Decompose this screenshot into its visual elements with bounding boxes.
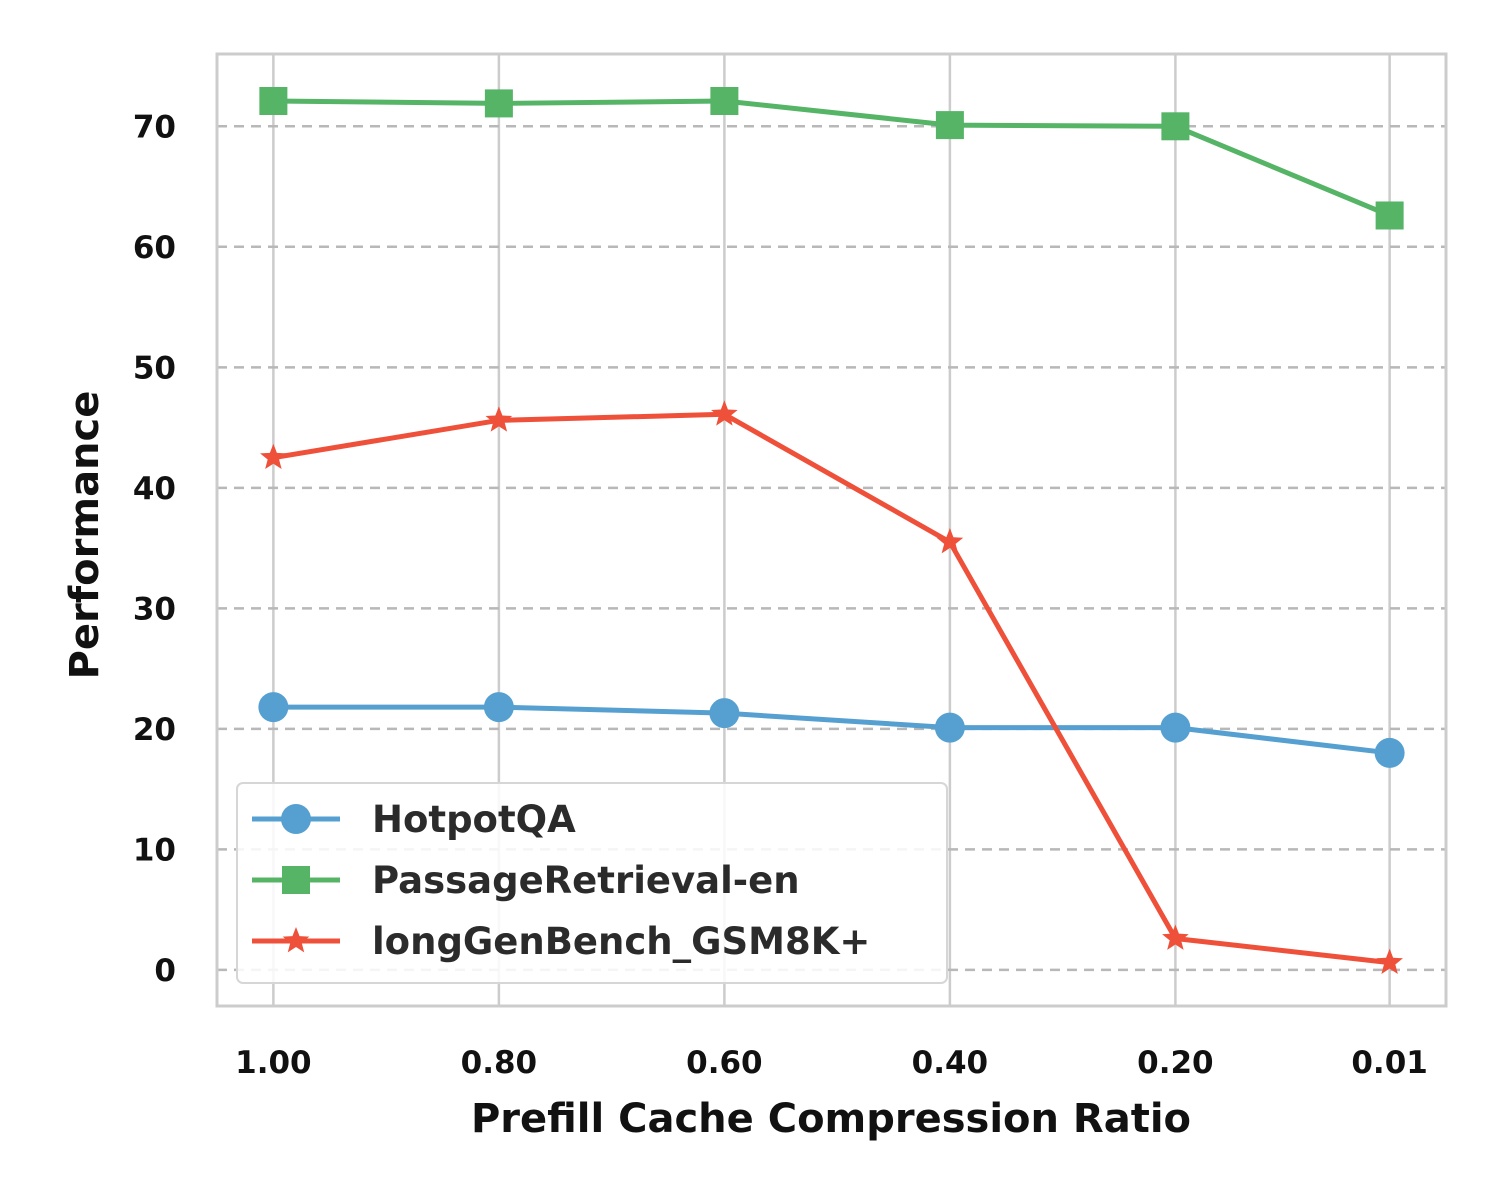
x-tick-label: 1.00: [235, 1045, 312, 1081]
data-point: [935, 111, 964, 140]
legend-label: PassageRetrieval-en: [372, 859, 800, 902]
x-tick-labels: 1.00 0.80 0.60 0.40 0.20 0.01: [235, 1045, 1428, 1081]
legend-entry: HotpotQA: [252, 798, 576, 841]
y-tick-label: 10: [133, 832, 176, 868]
data-point: [709, 698, 740, 729]
series-passageretrieval-en: [259, 86, 1404, 230]
series-line: [273, 704, 1390, 756]
data-point: [710, 86, 739, 115]
data-point: [260, 443, 287, 470]
legend-entry: longGenBench_GSM8K+: [252, 920, 870, 963]
plot-frame: [215, 52, 1448, 1008]
data-point: [485, 406, 513, 432]
legend: HotpotQA PassageRetrieval-en longGenBench_…: [236, 782, 948, 984]
legend-box: [236, 782, 948, 984]
y-tick-label: 30: [133, 591, 176, 627]
legend-entry: PassageRetrieval-en: [252, 859, 800, 902]
y-tick-label: 60: [133, 230, 176, 266]
data-point: [1374, 737, 1405, 768]
series-line: [272, 411, 1390, 966]
y-tick-labels: 0 10 20 30 40 50 60 70: [133, 109, 176, 989]
legend-label: longGenBench_GSM8K+: [372, 920, 870, 963]
series-hotpotqa: [258, 692, 1405, 768]
x-tick-label: 0.01: [1351, 1045, 1428, 1081]
y-tick-label: 50: [133, 350, 176, 386]
x-tick-label: 0.60: [686, 1045, 763, 1081]
data-point: [934, 712, 965, 743]
data-point: [484, 89, 513, 118]
series-longgenbench-gsm8k-: [260, 400, 1403, 974]
data-point: [1376, 948, 1403, 974]
data-point: [483, 692, 514, 723]
data-point: [936, 528, 964, 554]
series-layer: [258, 86, 1405, 974]
series-line: [273, 98, 1391, 218]
y-tick-label: 70: [133, 109, 176, 145]
legend-marker: [282, 927, 310, 953]
data-point: [1161, 112, 1190, 141]
data-point: [259, 86, 288, 115]
data-point: [711, 400, 738, 426]
y-tick-label: 40: [133, 471, 176, 507]
legend-label: HotpotQA: [372, 798, 576, 841]
x-axis-title: Prefill Cache Compression Ratio: [471, 1096, 1191, 1142]
x-tick-label: 0.40: [912, 1045, 989, 1081]
x-tick-label: 0.80: [461, 1045, 538, 1081]
data-point: [258, 692, 289, 723]
y-tick-label: 20: [133, 712, 176, 748]
legend-marker: [282, 866, 310, 894]
y-tick-label: 0: [154, 953, 176, 989]
data-point: [1162, 924, 1189, 950]
legend-entries: HotpotQA PassageRetrieval-en longGenBench_…: [252, 798, 870, 963]
y-axis-title: Performance: [62, 391, 108, 680]
legend-marker: [281, 804, 311, 834]
data-point: [1160, 712, 1191, 743]
x-tick-label: 0.20: [1137, 1045, 1214, 1081]
data-point: [1375, 201, 1404, 230]
